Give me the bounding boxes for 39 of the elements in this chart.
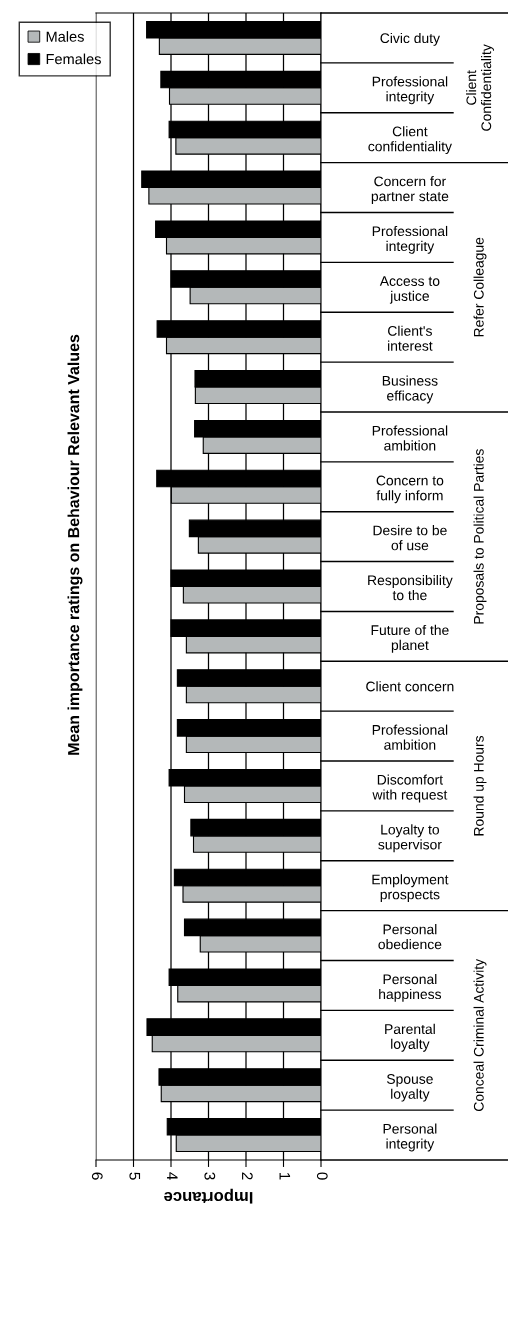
x-tick-label: 3 [204, 1172, 216, 1180]
y-tick-label: Discomfort with request [372, 774, 448, 803]
y-tick-label: Personal integrity [383, 1123, 437, 1152]
text: Mean importance ratings on Behaviour Relevant Values [67, 334, 83, 755]
y-tick-label: Employment prospects [372, 874, 449, 903]
text: Refer Colleague [473, 237, 487, 337]
y-tick-label: Access to justice [379, 276, 440, 304]
y-tick-label: Concern for partner state [371, 176, 449, 204]
y-tick-label: Concern to fully inform [376, 475, 444, 504]
x-tick-label: 0 [316, 1172, 328, 1180]
y-tick-label: Business efficacy [382, 375, 438, 404]
x-tick-label: 5 [129, 1172, 141, 1180]
y-tick-label: Parental loyalty [385, 1023, 435, 1052]
text: Round up Hours [473, 735, 487, 836]
y-tick-label: Client confidentiality [368, 126, 452, 155]
y-tick-label: Loyalty to supervisor [378, 824, 442, 853]
text: Proposals to Political Parties [473, 449, 487, 624]
y-tick-label: Personal obedience [378, 924, 442, 950]
y-tick-label: Desire to be of use [373, 525, 447, 551]
y-tick-label: Responsibility to the [368, 574, 453, 601]
text: Client Confidentiality [466, 44, 494, 131]
x-tick-label: 4 [167, 1172, 178, 1180]
y-tick-label: Professional ambition [372, 425, 448, 451]
x-tick-label: 2 [242, 1172, 253, 1180]
y-tick-label: Professional integrity [372, 76, 448, 105]
y-tick-label: Spouse loyalty [386, 1074, 433, 1102]
y-tick-label: Civic duty [380, 32, 440, 46]
text: Conceal Criminal Activity [473, 958, 487, 1112]
x-axis-title: Importance [164, 1188, 253, 1204]
y-tick-label: Personal happiness [379, 973, 442, 1002]
y-tick-label: Professional ambition [372, 724, 448, 750]
y-tick-label: Future of the planet [371, 624, 449, 653]
y-tick-label: Client concern [366, 681, 454, 692]
x-tick-label: 6 [91, 1172, 103, 1180]
legend-label: Males [46, 31, 84, 42]
x-tick-label: 1 [279, 1172, 291, 1180]
y-tick-label: Client's interest [388, 325, 433, 351]
y-tick-label: Professional integrity [372, 225, 448, 254]
legend-label: Females [46, 53, 101, 65]
